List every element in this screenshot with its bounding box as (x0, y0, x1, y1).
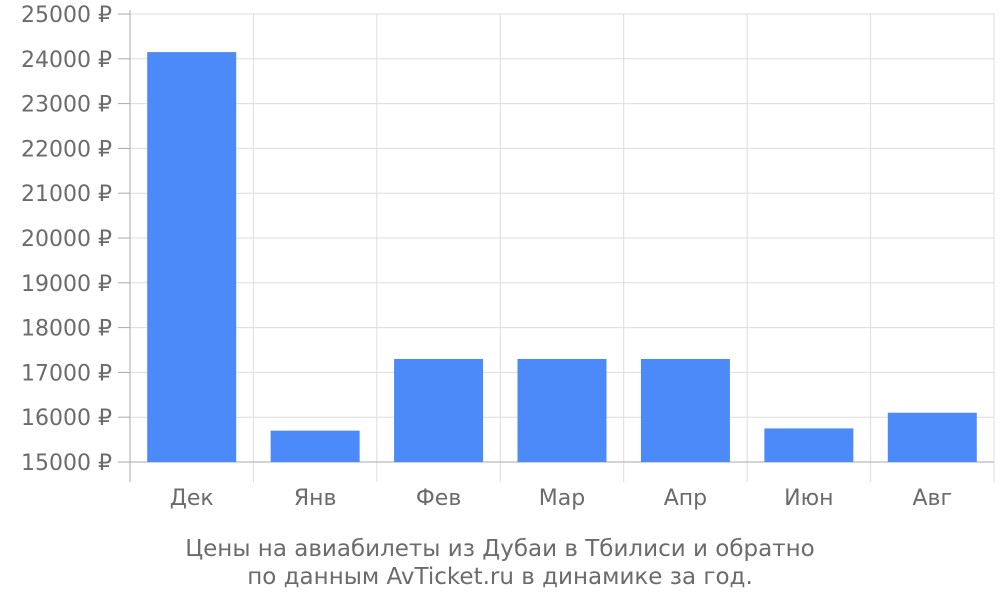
chart-caption-line-2: по данным AvTicket.ru в динамике за год. (247, 564, 753, 590)
x-tick-label: Янв (294, 486, 337, 511)
x-tick-label: Мар (539, 486, 585, 511)
x-tick-label: Апр (664, 486, 707, 511)
bar-4 (517, 358, 607, 462)
x-tick-label: Июн (784, 486, 833, 511)
bar-6 (764, 428, 854, 462)
bar-5 (640, 358, 730, 462)
y-tick-label: 24000 ₽ (21, 48, 112, 73)
y-tick-label: 16000 ₽ (21, 406, 112, 431)
y-tick-label: 25000 ₽ (21, 3, 112, 28)
y-tick-label: 22000 ₽ (21, 137, 112, 162)
y-tick-label: 18000 ₽ (21, 317, 112, 342)
y-tick-label: 15000 ₽ (21, 451, 112, 476)
bar-3 (394, 358, 484, 462)
y-tick-label: 21000 ₽ (21, 182, 112, 207)
y-tick-label: 20000 ₽ (21, 227, 112, 252)
x-tick-label: Фев (416, 486, 461, 511)
bar-7 (887, 412, 977, 462)
bar-chart: 15000 ₽ 16000 ₽ 17000 ₽ 18000 ₽ 19000 ₽ 20000… (21, 3, 995, 511)
y-tick-label: 19000 ₽ (21, 272, 112, 297)
bar-2 (270, 430, 360, 462)
x-tick-label: Дек (170, 486, 214, 511)
y-tick-label: 17000 ₽ (21, 361, 112, 386)
bar-1 (147, 52, 237, 463)
y-tick-label: 23000 ₽ (21, 93, 112, 118)
chart-caption-line-1: Цены на авиабилеты из Дубаи в Тбилиси и … (185, 536, 815, 562)
x-tick-label: Авг (912, 486, 952, 511)
